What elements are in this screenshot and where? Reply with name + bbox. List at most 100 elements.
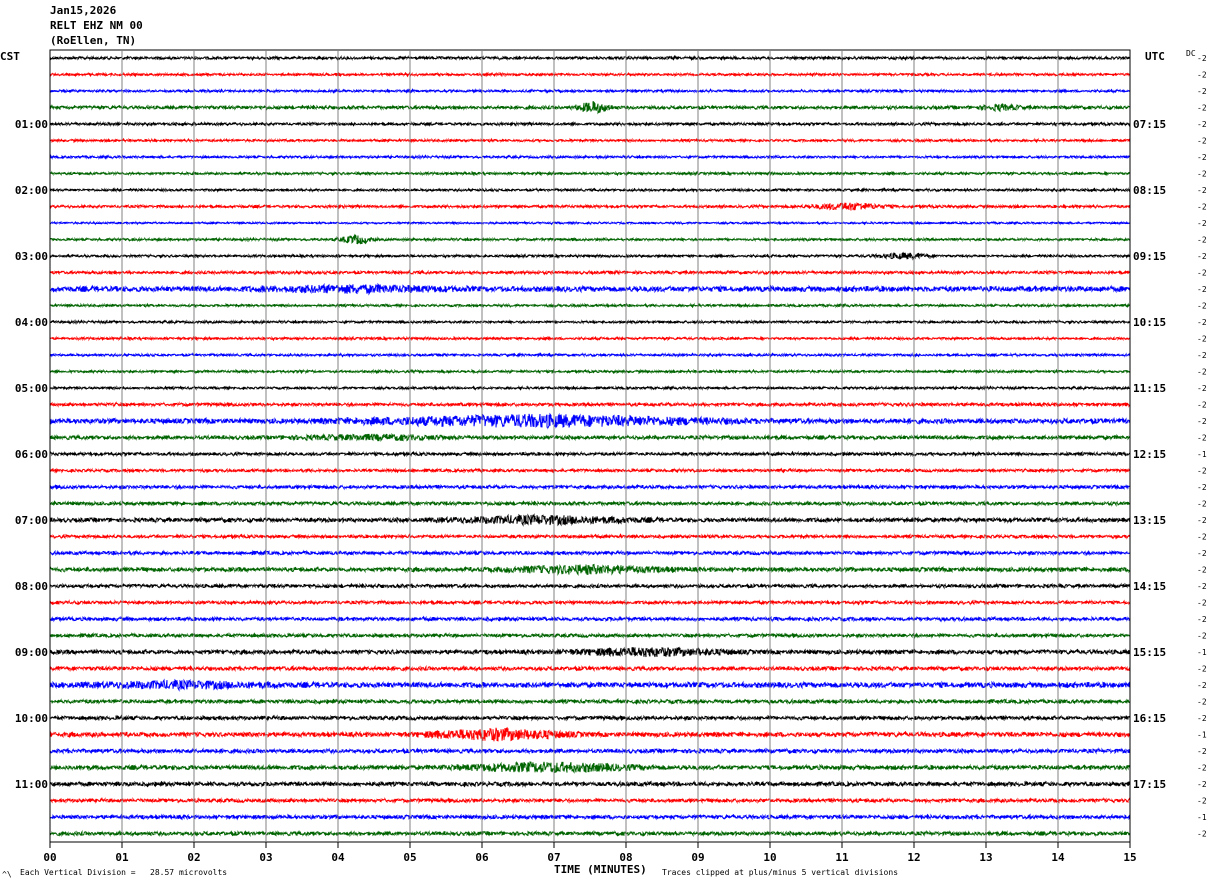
trace-line-10 [49,220,1131,226]
left-time-label-05:00: 05:00 [15,382,48,395]
dc-offset-label-41: -1 [1197,731,1207,740]
dc-offset-label-5: -2 [1197,137,1207,146]
trace-line-2 [49,88,1131,94]
trace-line-7 [49,170,1131,177]
dc-offset-label-12: -2 [1197,252,1207,261]
trace-line-22 [49,412,1131,430]
grid-lines [49,49,1131,848]
trace-line-8 [49,187,1131,193]
header-location: (RoEllen, TN) [50,34,137,47]
dc-offset-label-40: -2 [1197,714,1207,723]
trace-line-30 [49,549,1131,557]
dc-offset-label-46: -1 [1197,813,1207,822]
dc-offset-label-9: -2 [1197,203,1207,212]
trace-line-45 [49,796,1131,805]
dc-offset-label-6: -2 [1197,153,1207,162]
trace-line-46 [49,813,1131,821]
dc-offset-label-27: -2 [1197,500,1207,509]
dc-offset-label-21: -2 [1197,401,1207,410]
left-time-label-07:00: 07:00 [15,514,48,527]
x-axis-title: TIME (MINUTES) [554,863,647,876]
dc-offset-label-32: -2 [1197,582,1207,591]
trace-line-6 [50,154,1131,160]
right-timezone-label: UTC [1145,50,1165,63]
x-tick-label-01: 01 [115,851,129,864]
trace-group [49,54,1131,838]
trace-line-42 [49,747,1131,755]
dc-label: DC [1186,49,1196,58]
trace-line-35 [49,631,1131,640]
x-tick-label-10: 10 [763,851,776,864]
trace-line-23 [49,432,1131,443]
trace-line-15 [49,302,1131,309]
trace-line-32 [49,582,1131,590]
dc-offset-label-7: -2 [1197,170,1207,179]
trace-line-9 [49,202,1131,211]
left-time-label-04:00: 04:00 [15,316,48,329]
dc-offset-label-33: -2 [1197,599,1207,608]
dc-offset-label-28: -2 [1197,516,1207,525]
right-time-label-12:15: 12:15 [1133,448,1166,461]
trace-line-33 [49,599,1131,606]
axis-labels: 00 01 02 03 04 05 06 07 08 09 10 11 12 13 14 15 01:00 02:… [15,54,1207,864]
x-tick-label-12: 12 [907,851,920,864]
dc-offset-label-13: -2 [1197,269,1207,278]
dc-offset-label-1: -2 [1197,71,1207,80]
right-time-label-13:15: 13:15 [1133,514,1166,527]
trace-line-41 [49,726,1131,742]
trace-line-25 [49,467,1131,474]
x-tick-label-02: 02 [187,851,200,864]
trace-line-0 [49,54,1131,62]
dc-offset-label-10: -2 [1197,219,1207,228]
x-tick-label-09: 09 [691,851,704,864]
right-time-label-08:15: 08:15 [1133,184,1166,197]
trace-line-39 [49,697,1131,706]
trace-line-3 [49,100,1131,115]
trace-line-44 [49,780,1131,788]
plot-frame [49,49,1131,843]
header-date: Jan15,2026 [50,4,117,17]
x-tick-label-00: 00 [43,851,56,864]
trace-line-37 [49,664,1131,673]
x-tick-label-14: 14 [1051,851,1065,864]
dc-offset-label-4: -2 [1197,120,1207,129]
right-time-label-16:15: 16:15 [1133,712,1166,725]
trace-line-40 [49,714,1131,722]
right-time-label-10:15: 10:15 [1133,316,1166,329]
dc-offset-label-47: -2 [1197,830,1207,839]
trace-line-29 [49,533,1130,540]
corner-mark: ^\ [2,870,12,879]
dc-offset-label-31: -2 [1197,566,1207,575]
clip-note: Traces clipped at plus/minus 5 vertical … [662,868,899,877]
trace-line-14 [49,282,1131,296]
dc-offset-label-25: -2 [1197,467,1207,476]
trace-line-36 [49,646,1131,658]
x-tick-label-04: 04 [331,851,345,864]
trace-line-31 [49,563,1131,577]
dc-offset-label-45: -2 [1197,797,1207,806]
dc-offset-label-30: -2 [1197,549,1207,558]
trace-line-13 [49,269,1131,276]
trace-line-38 [49,678,1131,692]
dc-offset-label-19: -2 [1197,368,1207,377]
dc-offset-label-43: -2 [1197,764,1207,773]
trace-line-47 [49,829,1131,838]
trace-line-17 [49,335,1131,342]
trace-line-21 [49,401,1131,408]
dc-offset-label-37: -2 [1197,665,1207,674]
trace-line-5 [49,137,1131,144]
dc-offset-label-29: -2 [1197,533,1207,542]
trace-line-26 [49,483,1131,491]
trace-line-28 [49,513,1131,527]
x-tick-label-05: 05 [403,851,416,864]
right-time-label-14:15: 14:15 [1133,580,1166,593]
left-time-label-02:00: 02:00 [15,184,48,197]
dc-offset-label-15: -2 [1197,302,1207,311]
x-tick-label-11: 11 [835,851,849,864]
right-time-label-07:15: 07:15 [1133,118,1166,131]
dc-offset-label-8: -2 [1197,186,1207,195]
x-tick-label-08: 08 [619,851,632,864]
x-tick-label-03: 03 [259,851,272,864]
trace-line-11 [49,233,1131,245]
